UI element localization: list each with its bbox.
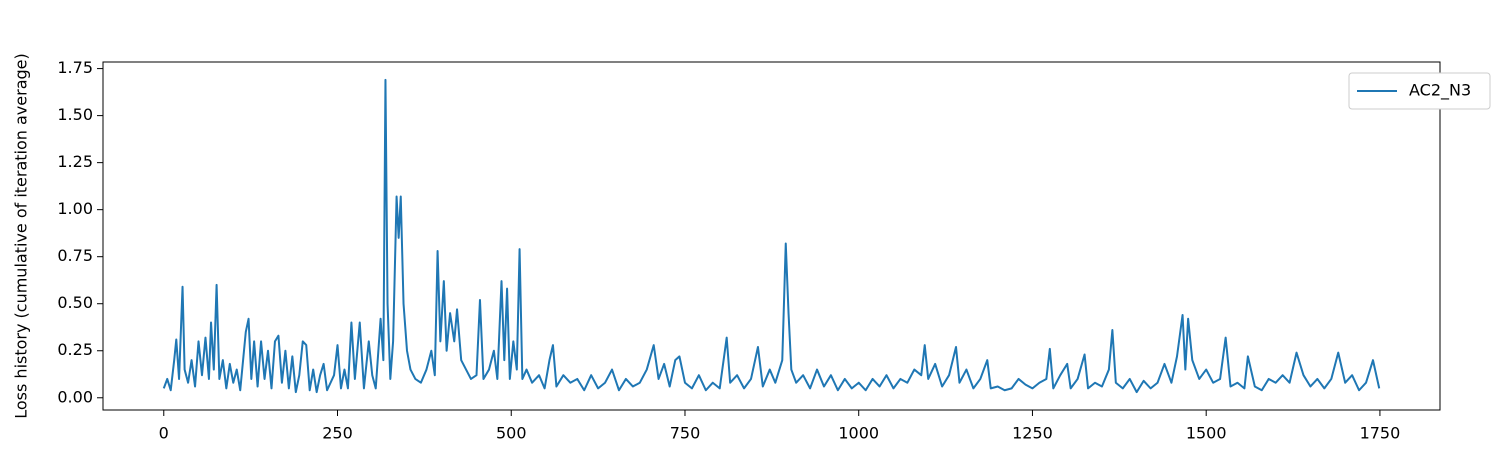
x-tick-label: 1500: [1186, 424, 1227, 443]
y-tick-label: 0.75: [57, 246, 93, 265]
legend-label: AC2_N3: [1409, 81, 1471, 101]
y-tick-label: 1.25: [57, 152, 93, 171]
x-tick-label: 500: [496, 424, 527, 443]
x-tick-label: 1000: [838, 424, 879, 443]
y-tick-label: 1.50: [57, 105, 93, 124]
y-tick-label: 1.75: [57, 58, 93, 77]
x-tick-label: 750: [670, 424, 701, 443]
legend-box: [1348, 72, 1491, 110]
x-tick-label: 0: [159, 424, 169, 443]
y-tick-label: 1.00: [57, 199, 93, 218]
y-tick-label: 0.00: [57, 387, 93, 406]
plot-frame: [102, 61, 1441, 411]
x-tick-label: 1250: [1012, 424, 1053, 443]
x-tick-label: 250: [322, 424, 353, 443]
x-tick-label: 1750: [1360, 424, 1401, 443]
y-axis-label: Loss history (cumulative of iteration av…: [12, 53, 31, 419]
line: [162, 78, 1381, 394]
y-tick-label: 0.25: [57, 340, 93, 359]
y-tick-label: 0.50: [57, 293, 93, 312]
